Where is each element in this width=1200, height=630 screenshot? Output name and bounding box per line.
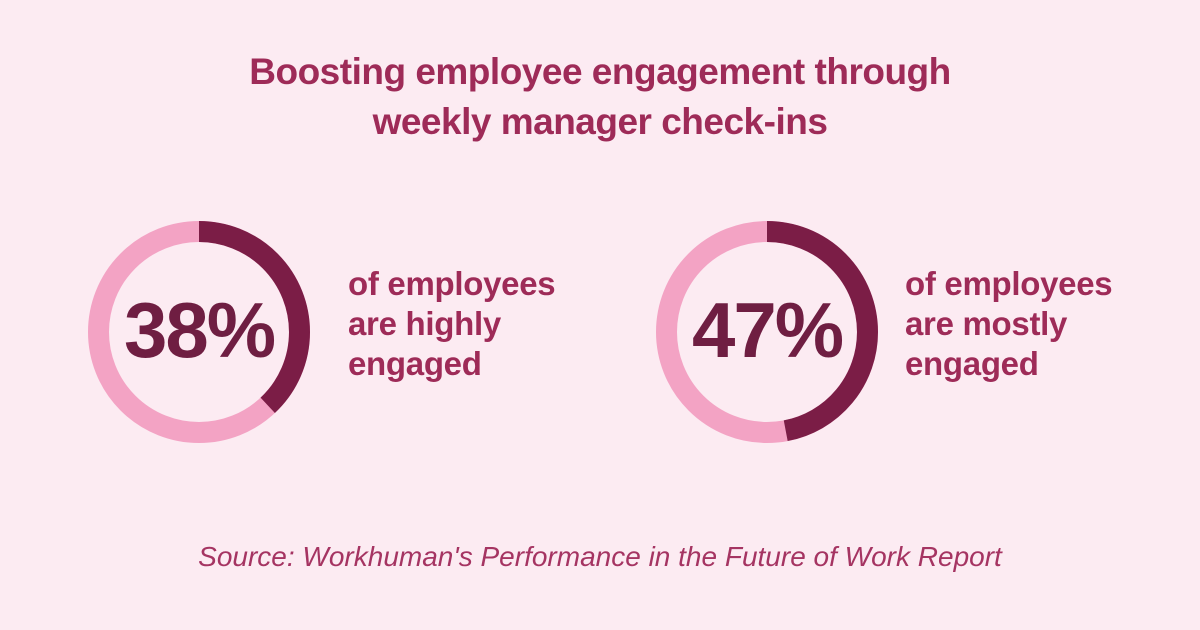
stat-label-line: are mostly [905,305,1068,342]
donut-chart-mostly-engaged: 47% [656,221,878,443]
stat-value-highly-engaged: 38% [123,285,276,374]
donut-svg-highly-engaged [88,221,310,443]
donut-chart-highly-engaged: 38% [88,221,310,443]
donut-value-arc [656,221,878,443]
donut-value-arc [88,221,310,443]
stat-label-line: engaged [348,345,482,382]
stat-label-line: are highly [348,305,501,342]
source-attribution: Source: Workhuman's Performance in the F… [198,541,1002,572]
donut-svg-mostly-engaged [656,221,878,443]
stat-value-mostly-engaged: 47% [691,285,844,374]
page-title-line-1: Boosting employee engagement through [249,51,951,92]
stat-label-mostly-engaged: of employees are mostly engaged [905,264,1165,384]
page-title-line-2: weekly manager check-ins [372,101,828,142]
page-title: Boosting employee engagement through wee… [0,47,1200,147]
stat-label-line: of employees [905,265,1113,302]
stat-label-line: of employees [348,265,556,302]
stat-label-line: engaged [905,345,1039,382]
stat-label-highly-engaged: of employees are highly engaged [348,264,608,384]
